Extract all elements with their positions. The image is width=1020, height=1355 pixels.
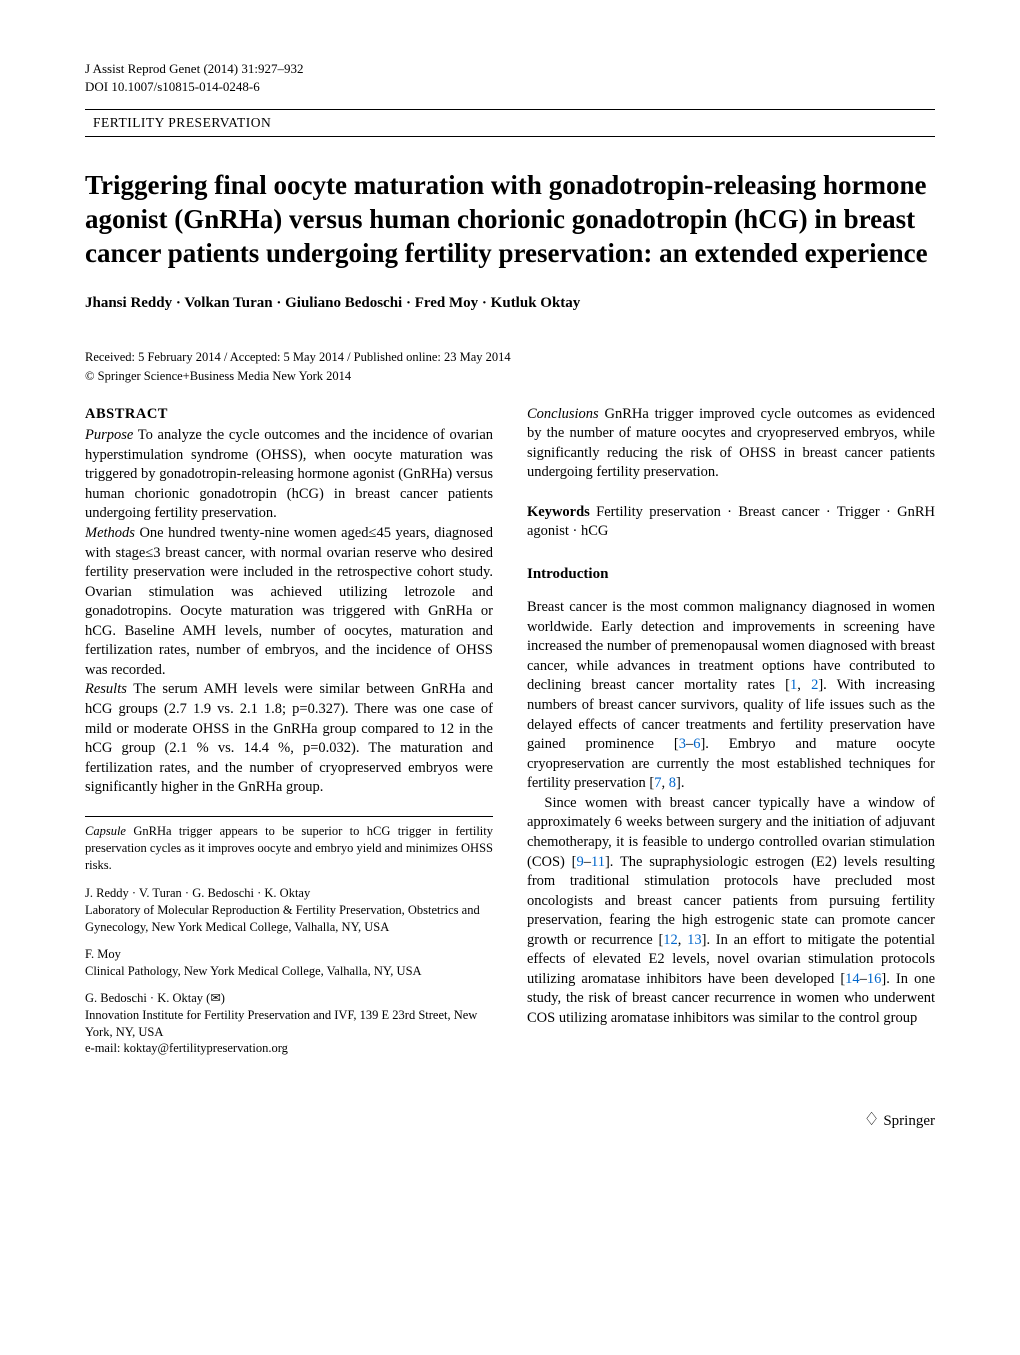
article-dates: Received: 5 February 2014 / Accepted: 5 … — [85, 349, 935, 366]
author-list: Jhansi Reddy · Volkan Turan · Giuliano B… — [85, 293, 935, 313]
intro-paragraph: Breast cancer is the most common maligna… — [527, 598, 935, 794]
capsule-block: Capsule GnRHa trigger appears to be supe… — [85, 816, 493, 874]
ref-link[interactable]: 14 — [845, 971, 860, 987]
ref-link[interactable]: 3 — [679, 736, 686, 752]
section-label: FERTILITY PRESERVATION — [85, 109, 935, 137]
ref-link[interactable]: 13 — [687, 932, 702, 948]
keywords-label: Keywords — [527, 504, 590, 520]
introduction-heading: Introduction — [527, 564, 935, 584]
copyright-line: © Springer Science+Business Media New Yo… — [85, 368, 935, 385]
purpose-label: Purpose — [85, 427, 133, 443]
intro-text: , — [678, 932, 687, 948]
citation-line: J Assist Reprod Genet (2014) 31:927–932 — [85, 60, 935, 78]
ref-link[interactable]: 8 — [669, 775, 676, 791]
intro-text: , — [797, 677, 811, 693]
abstract-conclusions-block: Conclusions GnRHa trigger improved cycle… — [527, 405, 935, 483]
affiliation-group: F. Moy Clinical Pathology, New York Medi… — [85, 946, 493, 980]
affil-address: Clinical Pathology, New York Medical Col… — [85, 963, 493, 980]
publisher-name: Springer — [883, 1113, 935, 1129]
abstract-purpose: Purpose To analyze the cycle outcomes an… — [85, 426, 493, 524]
publisher-logo: ♢ Springer — [85, 1107, 935, 1131]
ref-link[interactable]: 11 — [591, 854, 605, 870]
abstract-results: Results The serum AMH levels were simila… — [85, 680, 493, 797]
two-column-body: ABSTRACT Purpose To analyze the cycle ou… — [85, 405, 935, 1068]
affil-email: e-mail: koktay@fertilitypreservation.org — [85, 1040, 493, 1057]
affiliation-group: J. Reddy · V. Turan · G. Bedoschi · K. O… — [85, 885, 493, 936]
abstract-heading: ABSTRACT — [85, 405, 493, 425]
intro-text: ]. — [676, 775, 684, 791]
affil-names: F. Moy — [85, 946, 493, 963]
journal-header: J Assist Reprod Genet (2014) 31:927–932 … — [85, 60, 935, 95]
keywords-block: Keywords Fertility preservation · Breast… — [527, 503, 935, 542]
intro-text: , — [661, 775, 668, 791]
article-title: Triggering final oocyte maturation with … — [85, 169, 935, 270]
intro-text: – — [584, 854, 591, 870]
purpose-text: To analyze the cycle outcomes and the in… — [85, 427, 493, 521]
conclusions-label: Conclusions — [527, 406, 599, 422]
methods-text: One hundred twenty-nine women aged≤45 ye… — [85, 525, 493, 678]
affil-names: G. Bedoschi · K. Oktay (✉) — [85, 990, 493, 1007]
left-column: ABSTRACT Purpose To analyze the cycle ou… — [85, 405, 493, 1068]
methods-label: Methods — [85, 525, 135, 541]
abstract-methods: Methods One hundred twenty-nine women ag… — [85, 524, 493, 681]
affiliation-group: G. Bedoschi · K. Oktay (✉) Innovation In… — [85, 990, 493, 1058]
results-text: The serum AMH levels were similar betwee… — [85, 681, 493, 795]
affil-names: J. Reddy · V. Turan · G. Bedoschi · K. O… — [85, 885, 493, 902]
ref-link[interactable]: 9 — [577, 854, 584, 870]
intro-paragraph: Since women with breast cancer typically… — [527, 794, 935, 1029]
ref-link[interactable]: 12 — [663, 932, 678, 948]
doi-line: DOI 10.1007/s10815-014-0248-6 — [85, 78, 935, 96]
abstract-block: Purpose To analyze the cycle outcomes an… — [85, 426, 493, 798]
affil-address: Laboratory of Molecular Reproduction & F… — [85, 902, 493, 936]
right-column: Conclusions GnRHa trigger improved cycle… — [527, 405, 935, 1068]
capsule-text: GnRHa trigger appears to be superior to … — [85, 824, 493, 872]
affil-address: Innovation Institute for Fertility Prese… — [85, 1007, 493, 1041]
affiliations: J. Reddy · V. Turan · G. Bedoschi · K. O… — [85, 885, 493, 1057]
capsule-label: Capsule — [85, 824, 126, 838]
results-label: Results — [85, 681, 127, 697]
abstract-conclusions: Conclusions GnRHa trigger improved cycle… — [527, 405, 935, 483]
ref-link[interactable]: 16 — [867, 971, 882, 987]
intro-text: – — [860, 971, 867, 987]
springer-icon: ♢ — [863, 1109, 879, 1129]
